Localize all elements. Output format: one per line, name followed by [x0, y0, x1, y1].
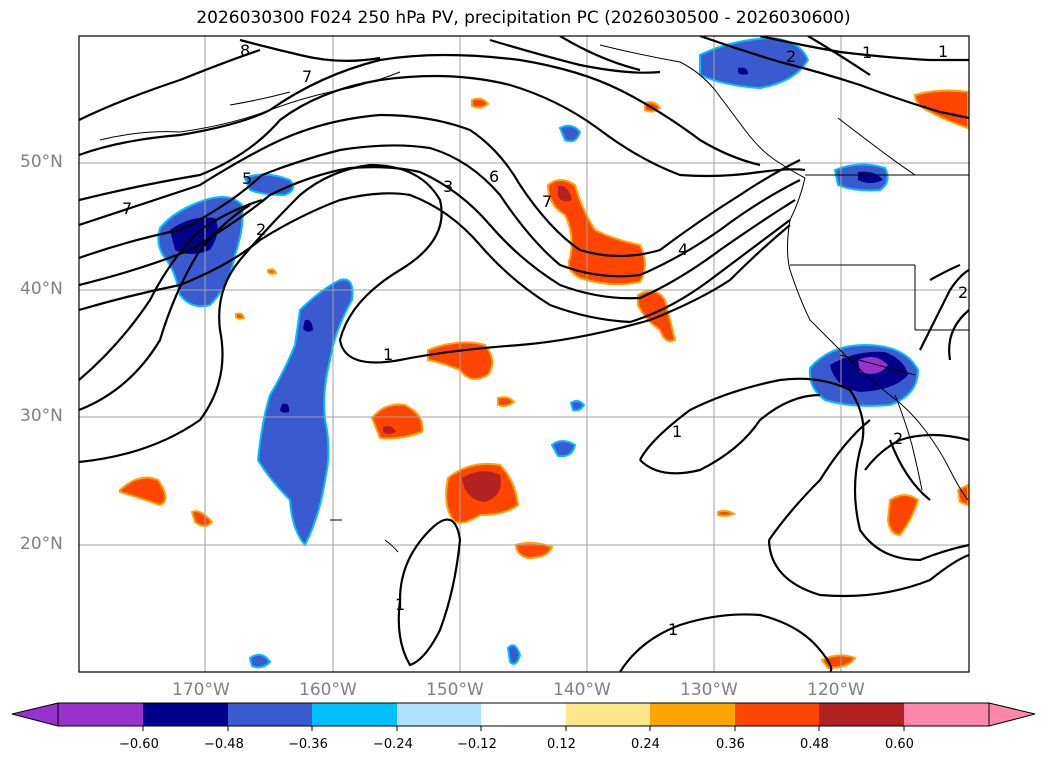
colorbar-swatch: [481, 703, 566, 726]
lon-label: 140°W: [553, 680, 611, 700]
contour-label: 1: [938, 42, 948, 61]
colorbar-tick-label: 0.24: [631, 737, 660, 752]
colorbar-swatch: [143, 703, 228, 726]
colorbar-arrow-min: [11, 702, 59, 727]
contour-label: 1: [862, 43, 872, 62]
colorbar-swatch: [312, 703, 397, 726]
contour-label: 1: [395, 595, 405, 614]
colorbar-swatch: [58, 703, 143, 726]
contour-label: 3: [443, 177, 453, 196]
lon-label: 150°W: [426, 680, 484, 700]
lat-label: 50°N: [20, 152, 63, 172]
contour-label: 1: [383, 345, 393, 364]
contour-label: 7: [122, 199, 132, 218]
contour-label: 2: [256, 220, 266, 239]
contour-label: 2: [893, 429, 903, 448]
contour-label: 7: [542, 192, 552, 211]
colorbar-swatch: [566, 703, 650, 726]
colorbar-swatch: [397, 703, 481, 726]
lat-label: 20°N: [20, 534, 63, 554]
contour-label-group: 8 7 7 5 2 3 6 7 4 1 2 1 1 1 1 2 2 1: [122, 41, 968, 639]
positive-precip-areas: [119, 89, 969, 670]
lon-label: 170°W: [172, 680, 230, 700]
pv-contours: [79, 36, 969, 672]
contour-label: 1: [672, 422, 682, 441]
map-frame-bg: [79, 36, 969, 672]
contour-label: 5: [242, 169, 252, 188]
contour-label: 2: [786, 47, 796, 66]
chart-title: 2026030300 F024 250 hPa PV, precipitatio…: [196, 8, 851, 28]
colorbar-swatch: [650, 703, 735, 726]
contour-label: 4: [678, 240, 688, 259]
contour-label: 6: [489, 167, 499, 186]
contour-label: 8: [240, 41, 250, 60]
colorbar-tick-label: −0.12: [457, 737, 497, 752]
colorbar-tick-label: −0.48: [204, 737, 244, 752]
map-frame: [78, 35, 970, 673]
colorbar-tick-label: 0.60: [885, 737, 914, 752]
colorbar: [11, 702, 1036, 731]
colorbar-swatch: [735, 703, 819, 726]
contour-label: 2: [958, 283, 968, 302]
colorbar-tick-label: −0.60: [119, 737, 159, 752]
colorbar-swatch: [819, 703, 904, 726]
colorbar-outline: [57, 702, 990, 727]
colorbar-swatch: [228, 703, 312, 726]
lon-label: 160°W: [299, 680, 357, 700]
colorbar-tick-label: −0.36: [288, 737, 328, 752]
coastlines: [99, 44, 969, 553]
colorbar-arrow-max: [988, 702, 1036, 727]
contour-label: 7: [302, 67, 312, 86]
colorbar-tick-label: −0.24: [373, 737, 413, 752]
contour-label: 1: [668, 620, 678, 639]
colorbar-tick-label: 0.48: [800, 737, 829, 752]
negative-precip-areas: [157, 36, 920, 669]
lon-label: 130°W: [680, 680, 738, 700]
lat-label: 30°N: [20, 406, 63, 426]
colorbar-tick-label: 0.36: [716, 737, 745, 752]
colorbar-tick-label: 0.12: [547, 737, 576, 752]
colorbar-swatch: [904, 703, 989, 726]
lon-label: 120°W: [807, 680, 865, 700]
lat-label: 40°N: [20, 279, 63, 299]
